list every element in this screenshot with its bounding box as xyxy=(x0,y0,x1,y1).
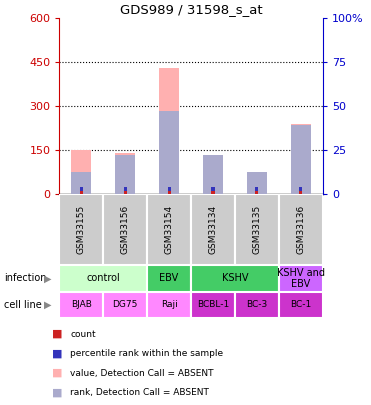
Text: GSM33155: GSM33155 xyxy=(77,205,86,254)
Text: ■: ■ xyxy=(52,349,62,358)
Bar xyxy=(211,191,214,194)
Text: KSHV and
EBV: KSHV and EBV xyxy=(277,268,325,289)
Bar xyxy=(72,150,91,194)
Bar xyxy=(103,194,147,265)
Bar xyxy=(159,68,179,194)
Text: infection: infection xyxy=(4,273,46,283)
Text: GSM33156: GSM33156 xyxy=(121,205,130,254)
Text: value, Detection Call = ABSENT: value, Detection Call = ABSENT xyxy=(70,369,214,377)
Text: BCBL-1: BCBL-1 xyxy=(197,300,229,309)
Text: DG75: DG75 xyxy=(112,300,138,309)
Bar xyxy=(159,111,179,194)
Text: EBV: EBV xyxy=(160,273,179,283)
Bar xyxy=(147,292,191,318)
Bar xyxy=(59,194,103,265)
Bar xyxy=(59,292,103,318)
Bar xyxy=(279,194,323,265)
Bar xyxy=(203,155,223,194)
Bar xyxy=(103,292,147,318)
Bar xyxy=(247,173,267,194)
Bar xyxy=(80,187,83,191)
Bar xyxy=(59,265,147,292)
Bar xyxy=(147,265,191,292)
Text: count: count xyxy=(70,330,96,339)
Text: cell line: cell line xyxy=(4,300,42,310)
Text: KSHV: KSHV xyxy=(222,273,248,283)
Bar xyxy=(115,153,135,194)
Bar xyxy=(279,265,323,292)
Text: BJAB: BJAB xyxy=(71,300,92,309)
Bar xyxy=(124,187,127,191)
Text: Raji: Raji xyxy=(161,300,177,309)
Text: ■: ■ xyxy=(52,329,62,339)
Text: control: control xyxy=(86,273,120,283)
Title: GDS989 / 31598_s_at: GDS989 / 31598_s_at xyxy=(120,3,262,16)
Text: GSM33135: GSM33135 xyxy=(252,205,262,254)
Bar xyxy=(191,292,235,318)
Text: ▶: ▶ xyxy=(44,273,51,283)
Text: GSM33136: GSM33136 xyxy=(296,205,305,254)
Bar xyxy=(115,155,135,194)
Text: ■: ■ xyxy=(52,368,62,378)
Text: GSM33154: GSM33154 xyxy=(165,205,174,254)
Bar xyxy=(147,194,191,265)
Bar xyxy=(203,155,223,194)
Bar xyxy=(191,265,279,292)
Bar xyxy=(235,194,279,265)
Bar xyxy=(124,191,127,194)
Bar xyxy=(299,191,302,194)
Text: BC-3: BC-3 xyxy=(246,300,267,309)
Bar xyxy=(255,187,259,191)
Bar xyxy=(80,191,83,194)
Text: ■: ■ xyxy=(52,388,62,397)
Bar xyxy=(168,191,171,194)
Bar xyxy=(247,173,267,194)
Bar xyxy=(191,194,235,265)
Bar xyxy=(299,187,302,191)
Bar xyxy=(291,126,311,194)
Bar xyxy=(235,292,279,318)
Bar xyxy=(279,292,323,318)
Bar xyxy=(211,187,214,191)
Text: GSM33134: GSM33134 xyxy=(209,205,217,254)
Bar xyxy=(255,191,259,194)
Text: rank, Detection Call = ABSENT: rank, Detection Call = ABSENT xyxy=(70,388,209,397)
Text: ▶: ▶ xyxy=(44,300,51,310)
Bar xyxy=(168,187,171,191)
Text: percentile rank within the sample: percentile rank within the sample xyxy=(70,349,224,358)
Bar xyxy=(72,173,91,194)
Bar xyxy=(291,124,311,194)
Text: BC-1: BC-1 xyxy=(290,300,311,309)
